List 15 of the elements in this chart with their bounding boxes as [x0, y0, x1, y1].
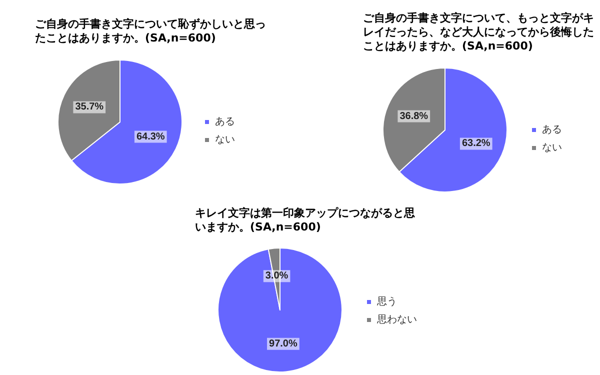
legend-label: 思う — [376, 296, 397, 308]
data-label: 97.0% — [269, 338, 298, 350]
data-label: 36.8% — [400, 110, 428, 122]
chart-title: キレイ文字は第一印象アップにつながると思いますか。(SA,n=600) — [195, 206, 415, 234]
legend-label: ない — [215, 134, 235, 146]
chart-title: ご自身の手書き文字について、もっと文字がキレイだったら、など大人になってから後悔したことはありますか。(SA,n=600) — [363, 12, 594, 52]
data-label: 35.7% — [75, 102, 104, 113]
legend-label: 思わない — [376, 314, 417, 326]
legend-label: ある — [542, 124, 562, 136]
legend-label: ある — [215, 116, 235, 128]
data-label: 3.0% — [265, 270, 288, 282]
legend-label: ない — [542, 142, 562, 154]
data-label: 64.3% — [136, 131, 165, 142]
chart-title: ご自身の手書き文字について恥ずかしいと思ったことはありますか。(SA,n=600) — [35, 18, 266, 44]
data-label: 63.2% — [462, 138, 490, 150]
